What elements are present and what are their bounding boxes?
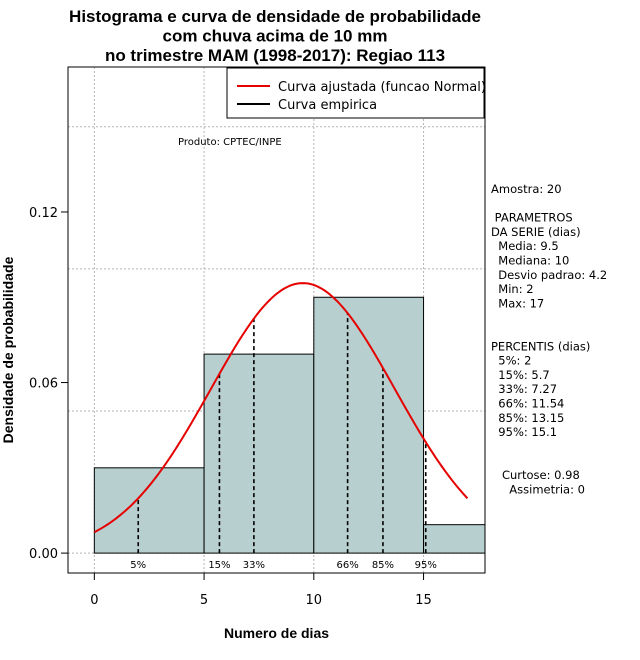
percentile-label: 15%: [208, 560, 230, 571]
stats-line: DA SERIE (dias): [491, 225, 581, 239]
y-axis-label: Densidade de probabilidade: [0, 256, 16, 443]
title-line: no trimestre MAM (1998-2017): Regiao 113: [105, 46, 445, 65]
percentile-label: 95%: [415, 560, 437, 571]
stats-line: 33%: 7.27: [491, 382, 557, 396]
stats-line: 15%: 5.7: [491, 368, 550, 382]
fitted-curve: [93, 282, 469, 534]
x-tick-label: 15: [415, 593, 432, 608]
percentile-label: 5%: [130, 560, 146, 571]
percentile-lines: 5% 15% 33% 66% 85% 95%: [130, 313, 437, 571]
stats-line: 5%: 2: [491, 354, 531, 368]
percentile-label: 33%: [243, 560, 265, 571]
stats-line: Assimetria: 0: [491, 482, 585, 496]
legend: Curva ajustada (funcao Normal) Curva empi…: [226, 67, 486, 119]
stats-line: PERCENTIS (dias): [491, 339, 590, 353]
stats-line: Desvio padrao: 4.2: [491, 268, 607, 282]
x-axis: 0 5 10 15: [90, 572, 432, 608]
legend-box: [226, 67, 485, 119]
x-tick-label: 0: [90, 593, 98, 608]
y-tick-label: 0.12: [29, 206, 58, 221]
histogram-bar: [313, 296, 425, 554]
x-tick-label: 10: [306, 593, 323, 608]
percentile-label: 66%: [336, 560, 358, 571]
histogram-bar: [93, 467, 205, 554]
percentile-label: 85%: [372, 560, 394, 571]
histogram-bars: [93, 296, 485, 554]
histogram-bar: [203, 353, 315, 554]
x-axis-label: Numero de dias: [224, 625, 329, 641]
fitted-curve-line: [93, 282, 469, 534]
y-tick-label: 0.00: [29, 547, 58, 562]
y-axis: 0.00 0.06 0.12: [29, 206, 68, 562]
stats-line: Amostra: 20: [491, 182, 562, 196]
y-tick-label: 0.06: [29, 377, 58, 392]
legend-label: Curva empirica: [278, 98, 377, 113]
stats-line: Media: 9.5: [491, 239, 559, 253]
stats-line: Mediana: 10: [491, 254, 569, 268]
title-line: com chuva acima de 10 mm: [163, 27, 388, 46]
histogram-bar: [423, 524, 485, 554]
stats-line: 95%: 15.1: [491, 425, 557, 439]
stats-line: 66%: 11.54: [491, 397, 564, 411]
stats-line: Max: 17: [491, 296, 544, 310]
legend-label: Curva ajustada (funcao Normal): [278, 80, 486, 95]
product-annotation: Produto: CPTEC/INPE: [178, 137, 282, 148]
stats-line: Curtose: 0.98: [491, 468, 580, 482]
x-tick-label: 5: [200, 593, 208, 608]
stats-line: PARAMETROS: [491, 211, 573, 225]
title-line: Histograma e curva de densidade de proba…: [69, 7, 481, 26]
chart-title: Histograma e curva de densidade de proba…: [69, 7, 481, 65]
stats-line: Min: 2: [491, 282, 534, 296]
stats-line: 85%: 13.15: [491, 411, 564, 425]
